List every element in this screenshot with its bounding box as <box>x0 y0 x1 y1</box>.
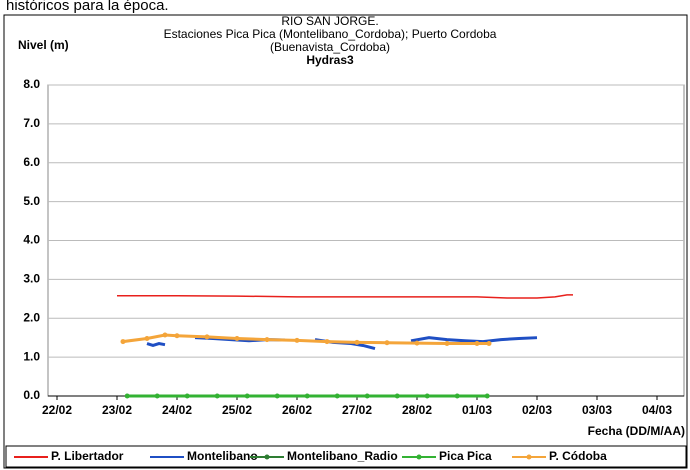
data-point <box>394 393 400 399</box>
y-tick-label: 8.0 <box>23 77 40 91</box>
y-tick-label: 0.0 <box>23 388 40 402</box>
x-tick-label: 24/02 <box>162 403 192 417</box>
y-tick-label: 4.0 <box>23 233 40 247</box>
chart-title: Hydras3 <box>306 53 354 67</box>
legend-label: P. Libertador <box>51 449 124 463</box>
data-point <box>154 393 160 399</box>
y-tick-label: 6.0 <box>23 155 40 169</box>
data-point <box>304 393 310 399</box>
y-tick-label: 5.0 <box>23 194 40 208</box>
y-tick-label: 3.0 <box>23 272 40 286</box>
data-point <box>424 393 430 399</box>
x-tick-label: 02/03 <box>522 403 552 417</box>
data-point <box>124 393 130 399</box>
legend-label: Montelibano <box>187 449 258 463</box>
data-point <box>384 340 390 346</box>
y-tick-label: 7.0 <box>23 116 40 130</box>
x-tick-label: 23/02 <box>102 403 132 417</box>
x-tick-label: 26/02 <box>282 403 312 417</box>
data-point <box>484 393 490 399</box>
y-axis-label: Nivel (m) <box>18 38 69 52</box>
data-point <box>474 341 480 347</box>
data-point <box>486 341 492 347</box>
y-tick-label: 2.0 <box>23 310 40 324</box>
x-tick-label: 27/02 <box>342 403 372 417</box>
x-tick-label: 04/03 <box>642 403 672 417</box>
data-point <box>162 332 168 338</box>
x-tick-label: 22/02 <box>42 403 72 417</box>
data-point <box>274 393 280 399</box>
data-point <box>454 393 460 399</box>
data-point <box>244 393 250 399</box>
data-point <box>234 335 240 341</box>
data-point <box>174 333 180 339</box>
data-point <box>120 339 126 345</box>
data-point <box>144 335 150 341</box>
data-point <box>354 339 360 345</box>
x-tick-label: 03/03 <box>582 403 612 417</box>
chart-title: Estaciones Pica Pica (Montelibano_Cordob… <box>164 27 497 41</box>
data-point <box>294 337 300 343</box>
chart-title: (Buenavista_Cordoba) <box>270 40 390 54</box>
legend-label: Montelibano_Radio <box>287 449 398 463</box>
data-point <box>414 340 420 346</box>
chart-title: RIO SAN JORGE. <box>281 14 378 28</box>
data-point <box>334 393 340 399</box>
legend-marker <box>526 454 532 460</box>
data-point <box>444 341 450 347</box>
y-tick-label: 1.0 <box>23 349 40 363</box>
data-point <box>364 393 370 399</box>
series-line <box>117 294 573 299</box>
legend-marker <box>264 454 270 460</box>
data-point <box>324 339 330 345</box>
data-point <box>264 337 270 343</box>
caption: históricos para la época. <box>6 0 169 14</box>
x-tick-label: 25/02 <box>222 403 252 417</box>
x-tick-label: 28/02 <box>402 403 432 417</box>
legend-label: P. Códoba <box>549 449 607 463</box>
legend-marker <box>416 454 422 460</box>
data-point <box>184 393 190 399</box>
x-axis-label: Fecha (DD/M/AA) <box>588 424 685 438</box>
data-point <box>204 334 210 340</box>
legend-label: Pica Pica <box>439 449 492 463</box>
legend <box>5 445 687 468</box>
data-point <box>214 393 220 399</box>
x-tick-label: 01/03 <box>462 403 492 417</box>
